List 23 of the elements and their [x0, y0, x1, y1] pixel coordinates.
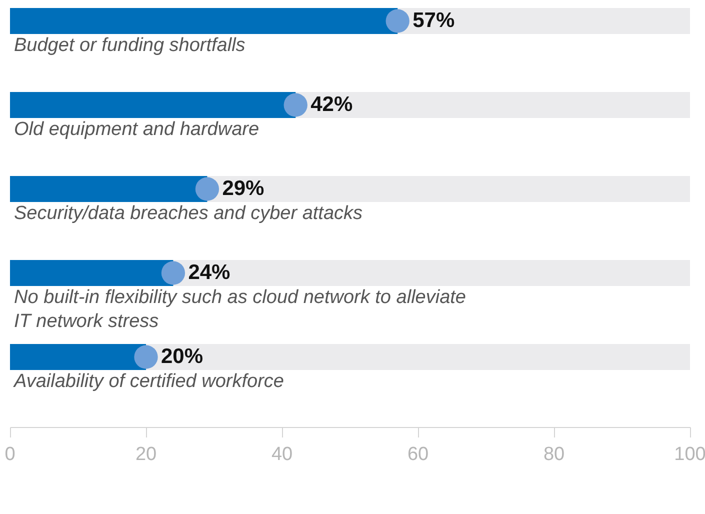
- x-tick-label: 0: [4, 444, 16, 465]
- bar: [10, 344, 146, 370]
- data-label: 20%: [161, 345, 204, 368]
- data-label: 42%: [310, 93, 353, 116]
- x-tick-label: 80: [543, 444, 565, 465]
- data-label: 29%: [222, 177, 265, 200]
- x-tick-label: 20: [135, 444, 157, 465]
- bar: [10, 260, 174, 286]
- x-tick-label: 100: [674, 444, 705, 465]
- y-tick-label: Budget or funding shortfalls: [14, 35, 246, 56]
- point: [134, 345, 158, 369]
- data-label: 57%: [412, 9, 455, 32]
- point: [195, 177, 220, 201]
- x-tick-label: 60: [407, 444, 429, 465]
- point: [284, 93, 308, 117]
- y-tick-label: Availability of certified workforce: [13, 371, 284, 392]
- x-tick-label: 40: [271, 444, 293, 465]
- y-tick-label: No built-in flexibility such as cloud network to alleviate IT network stress: [14, 287, 466, 332]
- data-label: 24%: [188, 261, 231, 284]
- y-tick-label: Old equipment and hardware: [14, 119, 260, 140]
- point: [161, 261, 186, 285]
- y-tick-label: Security/data breaches and cyber attacks: [14, 203, 364, 224]
- point: [386, 9, 410, 33]
